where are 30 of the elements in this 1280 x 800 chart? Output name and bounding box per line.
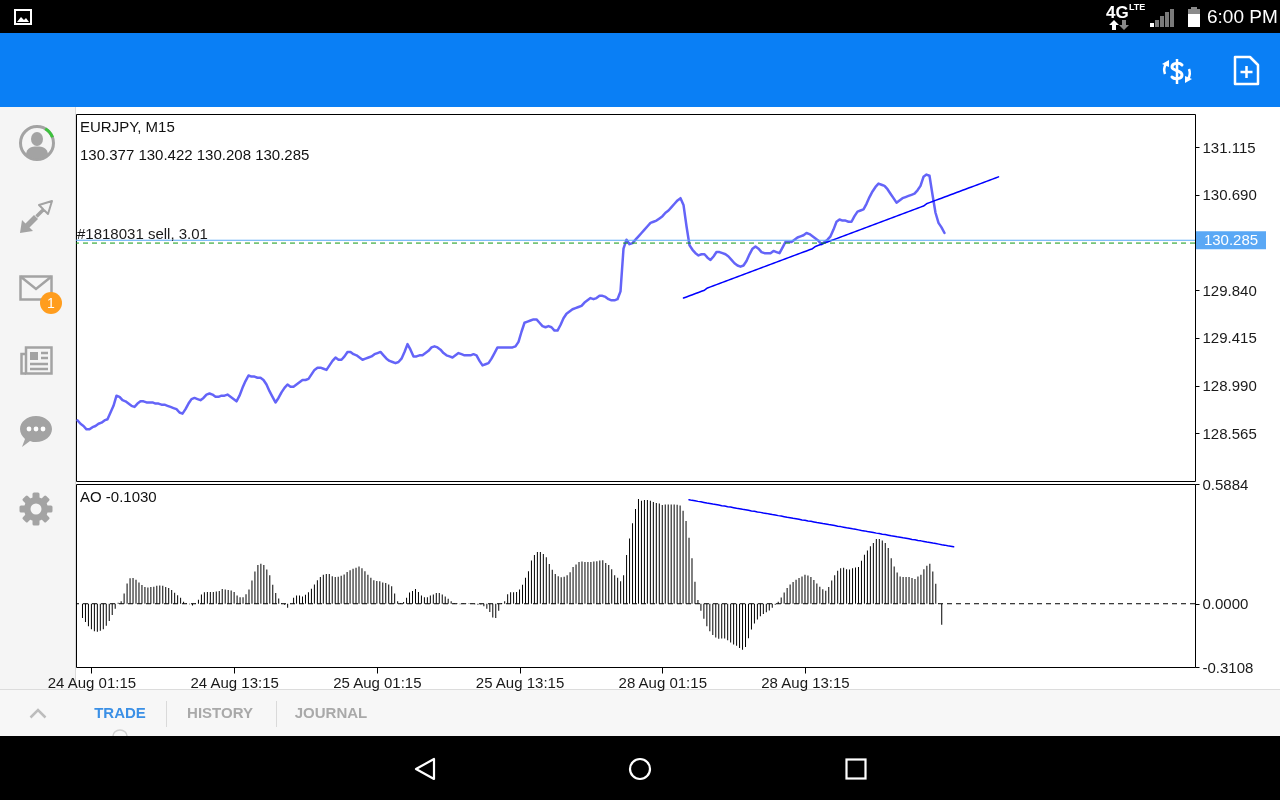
ref-line-label: 130.285 — [1203, 231, 1259, 249]
text: 1 — [47, 295, 55, 311]
chart-title: EURJPY, M15 — [80, 118, 175, 135]
x-tick-label: 24 Aug 13:15 — [190, 673, 279, 691]
y-tick-label: 130.690 — [1202, 186, 1257, 204]
ref-line-label: #1818031 sell, 3.01 — [77, 225, 208, 243]
y-tick-label: 131.115 — [1202, 138, 1256, 156]
line-series — [682, 176, 1000, 299]
chart-title: AO -0.1030 — [80, 488, 157, 505]
text: TRADE — [94, 704, 146, 721]
text: 6:00 PM — [1207, 6, 1278, 27]
text: 4G — [1106, 3, 1129, 22]
x-tick-label: 28 Aug 01:15 — [618, 673, 707, 691]
line-series — [688, 499, 955, 548]
x-tick-label: 25 Aug 01:15 — [333, 673, 422, 691]
y-tick-label: 0.5884 — [1202, 475, 1249, 493]
y-tick-label: 128.565 — [1202, 424, 1257, 442]
x-tick-label: 24 Aug 01:15 — [47, 673, 137, 691]
y-tick-label: -0.3108 — [1202, 658, 1254, 676]
x-tick-label: 25 Aug 13:15 — [475, 673, 565, 691]
line-series — [76, 173, 946, 431]
y-tick-label: 129.415 — [1202, 329, 1257, 347]
x-tick-label: 28 Aug 13:15 — [761, 673, 850, 691]
text: HISTORY — [187, 704, 253, 721]
text: LTE — [1129, 2, 1146, 12]
y-tick-label: 129.840 — [1202, 281, 1257, 299]
y-tick-label: 128.990 — [1202, 377, 1257, 395]
text: 130.377 130.422 130.208 130.285 — [80, 146, 310, 163]
y-tick-label: 0.0000 — [1202, 595, 1249, 613]
text: JOURNAL — [294, 704, 368, 721]
